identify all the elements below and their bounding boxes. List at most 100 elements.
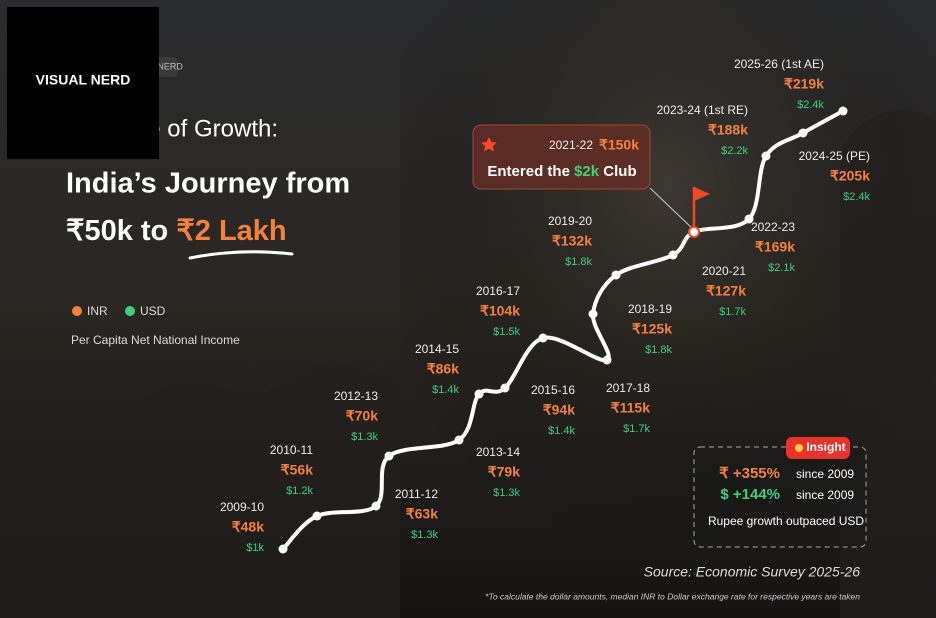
inr-label: ₹70k bbox=[346, 408, 378, 424]
legend-swatch bbox=[125, 306, 135, 316]
heading-line2: ₹50k to ₹2 Lakh bbox=[66, 215, 287, 247]
logo: VISUAL NERD bbox=[36, 72, 131, 88]
callout-year: 2021-22 bbox=[549, 138, 593, 152]
usd-label: $1.5k bbox=[493, 326, 520, 338]
usd-label: $1.3k bbox=[351, 431, 378, 443]
year-label: 2023-24 (1st RE) bbox=[657, 103, 748, 117]
year-label: 2011-12 bbox=[395, 487, 438, 501]
usd-label: $2.4k bbox=[843, 191, 870, 203]
bulb bbox=[795, 444, 803, 452]
callout-usd: $2k bbox=[574, 163, 600, 180]
insight-text: since 2009 bbox=[796, 467, 854, 481]
year-label: 2009-10 bbox=[220, 500, 264, 514]
inr-label: ₹115k bbox=[611, 400, 650, 416]
usd-label: $1.8k bbox=[565, 256, 592, 268]
year-label: 2024-25 (PE) bbox=[799, 149, 870, 163]
inr-label: ₹188k bbox=[708, 122, 748, 138]
usd-label: $2.1k bbox=[768, 262, 795, 274]
inr-label: ₹104k bbox=[480, 303, 520, 319]
year-label: 2010-11 bbox=[270, 443, 313, 457]
inr-label: ₹48k bbox=[232, 519, 264, 535]
usd-label: $1.2k bbox=[286, 485, 313, 497]
logo-box bbox=[7, 7, 159, 159]
year-label: 2014-15 bbox=[415, 342, 459, 356]
inr-label: ₹94k bbox=[543, 402, 575, 418]
callout-line bbox=[649, 187, 695, 231]
callout-text: Entered the $2k Club bbox=[487, 163, 636, 180]
inr-label: ₹169k bbox=[755, 239, 795, 255]
point bbox=[611, 270, 621, 280]
usd-label: $1.7k bbox=[623, 423, 650, 435]
usd-label: $1k bbox=[246, 542, 264, 554]
star bbox=[481, 137, 497, 152]
point bbox=[688, 226, 700, 238]
insight-pill bbox=[786, 437, 850, 459]
point bbox=[371, 501, 381, 511]
point bbox=[474, 389, 484, 399]
year-label: 2025-26 (1st AE) bbox=[734, 57, 824, 71]
year-label: 2015-16 bbox=[531, 383, 575, 397]
inr-label: ₹127k bbox=[706, 283, 746, 299]
point bbox=[761, 151, 771, 161]
heading-highlight: ₹2 Lakh bbox=[176, 215, 286, 247]
axis-note: Per Capita Net National Income bbox=[71, 333, 240, 347]
point bbox=[838, 106, 848, 116]
inr-label: ₹132k bbox=[552, 233, 592, 249]
inr-label: ₹63k bbox=[406, 506, 438, 522]
point bbox=[278, 544, 288, 554]
callout-before: Entered the bbox=[487, 163, 574, 180]
point bbox=[668, 250, 678, 260]
point bbox=[384, 451, 394, 461]
callout-inr: ₹150k bbox=[599, 137, 639, 153]
inr-label: ₹86k bbox=[427, 361, 459, 377]
callout-box bbox=[472, 124, 651, 190]
inr-label: ₹205k bbox=[830, 168, 870, 184]
year-label: 2017-18 bbox=[606, 381, 650, 395]
legend-swatch bbox=[72, 306, 82, 316]
usd-label: $2.4k bbox=[797, 99, 824, 111]
legend-label: USD bbox=[140, 304, 166, 318]
footnote: *To calculate the dollar amounts, median… bbox=[485, 591, 860, 601]
usd-label: $1.3k bbox=[411, 529, 438, 541]
inr-label: ₹56k bbox=[281, 462, 313, 478]
city-silhouette bbox=[0, 110, 936, 618]
source: Source: Economic Survey 2025-26 bbox=[644, 564, 861, 580]
inr-label: ₹125k bbox=[632, 321, 672, 337]
legend-label: INR bbox=[87, 304, 108, 318]
year-label: 2018-19 bbox=[628, 302, 672, 316]
heading-line1: India’s Journey from bbox=[66, 168, 350, 200]
point bbox=[312, 511, 322, 521]
usd-label: $1.8k bbox=[645, 344, 672, 356]
usd-label: $1.4k bbox=[432, 384, 459, 396]
insight-value: $ +144% bbox=[720, 486, 780, 503]
underline bbox=[188, 250, 294, 260]
point bbox=[744, 214, 754, 224]
year-label: 2019-20 bbox=[548, 214, 592, 228]
heading-prefix: ₹50k to bbox=[66, 215, 176, 247]
point bbox=[798, 128, 808, 138]
year-label: 2022-23 bbox=[751, 220, 795, 234]
year-label: 2016-17 bbox=[476, 284, 520, 298]
insight-text: since 2009 bbox=[796, 488, 854, 502]
usd-label: $1.4k bbox=[548, 425, 575, 437]
year-label: 2013-14 bbox=[476, 445, 520, 459]
flag bbox=[694, 187, 710, 201]
usd-label: $1.7k bbox=[719, 306, 746, 318]
inr-label: ₹219k bbox=[784, 76, 824, 92]
insight-note: Rupee growth outpaced USD bbox=[708, 514, 864, 528]
usd-label: $2.2k bbox=[721, 145, 748, 157]
inr-label: ₹79k bbox=[488, 464, 520, 480]
usd-label: $1.3k bbox=[493, 487, 520, 499]
callout-after: Club bbox=[599, 163, 637, 180]
year-label: 2012-13 bbox=[334, 389, 378, 403]
point bbox=[454, 435, 464, 445]
point bbox=[588, 309, 598, 319]
year-label: 2020-21 bbox=[702, 264, 746, 278]
insight-value: ₹ +355% bbox=[719, 465, 780, 482]
point bbox=[538, 333, 548, 343]
insight-box bbox=[693, 446, 867, 548]
point bbox=[602, 355, 612, 365]
point bbox=[500, 383, 510, 393]
